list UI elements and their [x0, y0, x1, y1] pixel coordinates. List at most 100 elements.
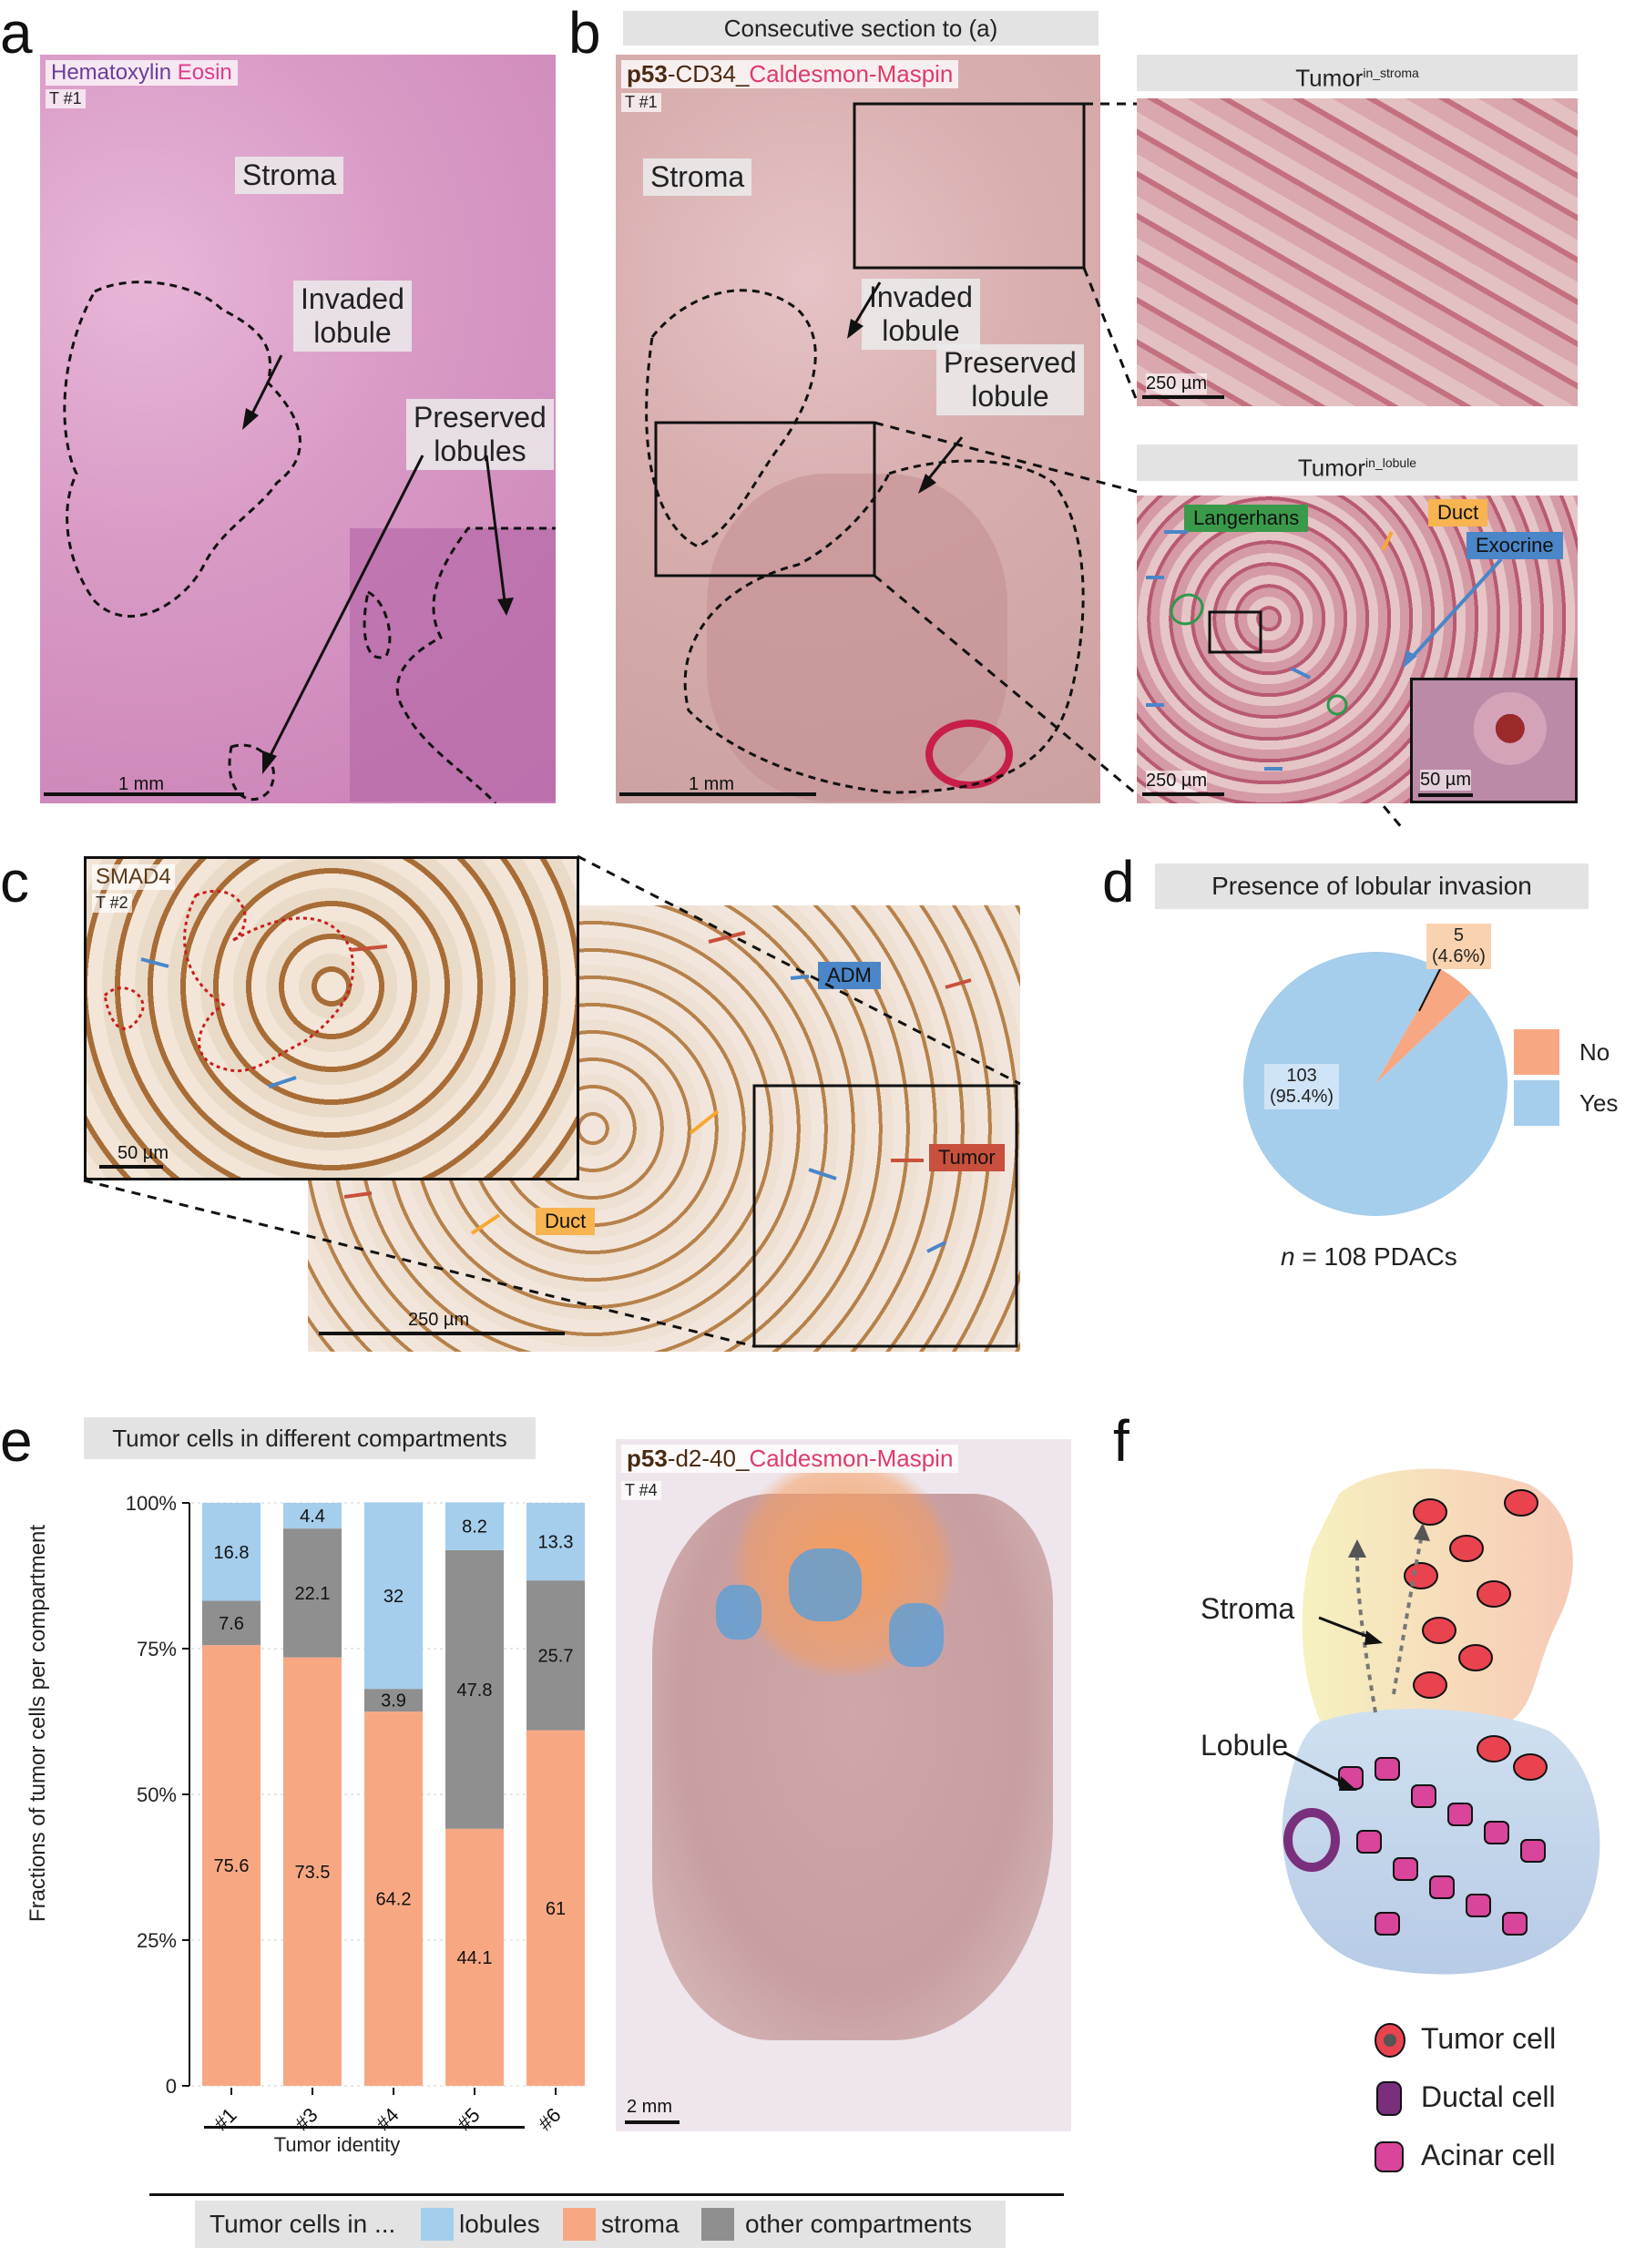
legend-ductal-cell-label: Ductal cell — [1421, 2080, 1556, 2113]
pie-label-yes: 103 (95.4%) — [1264, 1064, 1340, 1109]
panel-letter-a: a — [0, 0, 33, 66]
bar-segment-stroma — [364, 1711, 423, 2086]
label-exocrine: Exocrine — [1467, 532, 1563, 559]
panel-b-overlay — [645, 102, 1086, 794]
pie-label-yes-count: 103 — [1286, 1066, 1317, 1086]
legend-tumor-cell-icon — [1375, 2023, 1405, 2058]
legend-label-lobules: lobules — [459, 2210, 540, 2238]
legend-swatch-lobules — [421, 2208, 454, 2241]
label-duct: Duct — [1428, 499, 1488, 526]
pie-label-yes-pct: (95.4%) — [1270, 1087, 1334, 1107]
inset-stroma-scalebar — [1142, 395, 1224, 399]
label-stroma: Stroma — [643, 158, 752, 196]
legend-tumor-cell-label: Tumor cell — [1421, 2022, 1557, 2055]
panel-e-map-scalebar — [625, 2120, 680, 2124]
bar-segment-other-compartments — [202, 1600, 261, 1646]
panel-a-micrograph: Hematoxylin Eosin T #1 Stroma Invaded lo… — [40, 55, 556, 803]
x-tick-label: #6 — [534, 2103, 566, 2135]
inset-stroma-scale-label: 250 µm — [1146, 373, 1208, 394]
legend-label-yes: Yes — [1579, 1089, 1619, 1117]
panel-letter-b: b — [568, 0, 601, 66]
tumor-id: T #2 — [92, 894, 132, 913]
bar-data-label: 44.1 — [457, 1948, 493, 1968]
bar-data-label: 4.4 — [300, 1507, 325, 1527]
stain-label: p53-CD34_Caldesmon-Maspin — [621, 60, 959, 88]
panel-letter-f: f — [1113, 1408, 1129, 1474]
panel-d-title: Presence of lobular invasion — [1155, 863, 1589, 909]
lobule-overlay-2 — [716, 1585, 761, 1640]
legend-label-stroma: stroma — [601, 2210, 680, 2238]
lobule-overlay-3 — [889, 1603, 944, 1667]
legend-label-other: other compartments — [745, 2210, 972, 2238]
bar-segment-other-compartments — [526, 1580, 585, 1731]
label-stroma: Stroma — [235, 157, 344, 194]
bar-segment-stroma — [202, 1645, 261, 2086]
stain-hematoxylin: Hematoxylin — [51, 60, 172, 85]
y-tick-label: 25% — [137, 1929, 177, 1952]
bar-data-label: 13.3 — [538, 1533, 574, 1553]
x-axis-label: Tumor identity — [273, 2133, 401, 2156]
legend-divider — [149, 2193, 1064, 2196]
label-lobule: Lobule — [1201, 1729, 1289, 1762]
bar-data-label: 73.5 — [295, 1863, 331, 1883]
bar-data-label: 61 — [546, 1899, 566, 1919]
stain-cd34: -CD34_ — [667, 60, 750, 87]
bar-data-label: 64.2 — [376, 1890, 412, 1910]
bar-data-label: 22.1 — [295, 1584, 331, 1604]
pie-n-label: n = 108 PDACs — [1281, 1242, 1457, 1272]
n-symbol: n — [1281, 1242, 1295, 1271]
pie-slice-yes — [1243, 952, 1507, 1216]
bar-segment-lobules — [202, 1503, 261, 1601]
n-text: = 108 PDACs — [1294, 1242, 1457, 1271]
panel-a-scale-label: 1 mm — [118, 774, 164, 794]
bar-data-label: 8.2 — [462, 1517, 487, 1538]
bar-data-label: 75.6 — [214, 1856, 250, 1876]
bar-segment-lobules — [283, 1503, 342, 1529]
bar-data-label: 16.8 — [214, 1543, 250, 1563]
bar-segment-stroma — [526, 1730, 585, 2086]
bar-data-label: 47.8 — [457, 1681, 493, 1701]
bar-segment-other-compartments — [445, 1549, 504, 1829]
bar-data-label: 7.6 — [219, 1614, 244, 1634]
panel-c-scale-label: 250 µm — [408, 1310, 470, 1330]
y-tick-label: 0 — [166, 2075, 177, 2098]
y-tick-label: 100% — [126, 1492, 177, 1515]
stain-p53: p53 — [627, 60, 668, 87]
schematic-diagram — [1282, 1468, 1600, 1975]
x-tick-label: #3 — [291, 2103, 322, 2135]
stain-eosin: Eosin — [177, 60, 232, 85]
inset-stroma-title-sup: in_stroma — [1363, 66, 1419, 80]
inset-lobule-overlay — [1146, 530, 1503, 771]
legend-acinar-cell-label: Acinar cell — [1421, 2139, 1556, 2171]
inset-zoom-scale-label: 50 µm — [1420, 770, 1471, 791]
label-stroma: Stroma — [1201, 1592, 1295, 1625]
bar-segment-other-compartments — [364, 1689, 423, 1712]
panel-c-inset-micrograph: SMAD4 T #2 50 µm — [84, 856, 579, 1180]
bar-segment-other-compartments — [283, 1528, 342, 1658]
y-tick-label: 50% — [137, 1783, 177, 1806]
inset-lobule-micrograph: Langerhans Duct Exocrine 50 µm 250 µm — [1137, 495, 1578, 803]
inset-lobule-scalebar — [1142, 792, 1224, 796]
pie-slice-no — [1375, 969, 1472, 1084]
panel-b-scale-label: 1 mm — [689, 774, 734, 794]
panel-b-header: Consecutive section to (a) — [623, 11, 1099, 46]
panel-letter-c: c — [0, 849, 29, 914]
tumor-id: T #1 — [46, 89, 86, 108]
panel-b-scalebar — [619, 792, 816, 796]
panel-a-scalebar — [44, 792, 244, 796]
bar-data-label: 32 — [383, 1587, 404, 1607]
ductal-cell-ring — [1283, 1808, 1340, 1872]
lobule-region — [1282, 1709, 1600, 1975]
y-axis-label: Fractions of tumor cells per compartment — [26, 1524, 50, 1923]
x-tick-label: #4 — [372, 2103, 404, 2135]
legend-swatch-no — [1514, 1029, 1559, 1075]
panel-c-inset-scalebar — [99, 1165, 163, 1169]
panel-c-scalebar — [319, 1332, 565, 1335]
lobule-dark-region — [350, 528, 556, 802]
label-preserved-lobule: Preserved lobule — [936, 344, 1084, 415]
panel-c-inset-overlay — [103, 889, 388, 1088]
bar-segment-stroma — [445, 1828, 504, 2086]
stain-caldesmon-maspin: Caldesmon-Maspin — [749, 60, 954, 87]
tumor-id: T #1 — [621, 93, 661, 112]
label-tumor: Tumor — [929, 1144, 1005, 1171]
